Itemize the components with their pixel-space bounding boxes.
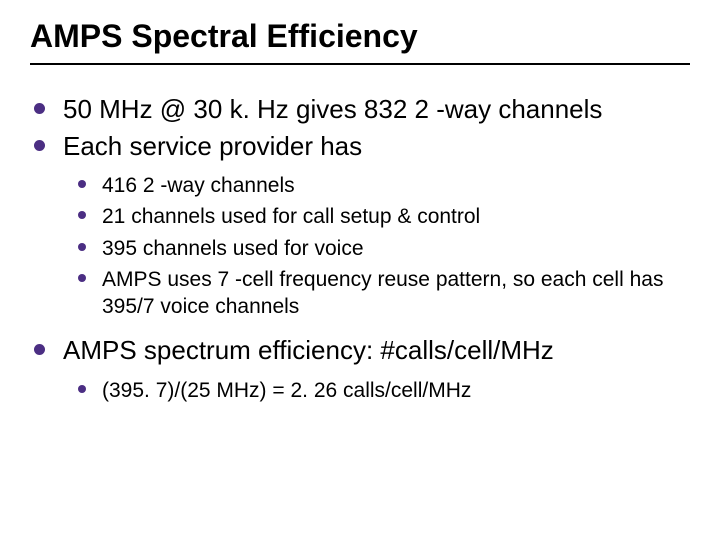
bullet-icon [78,243,86,251]
sublist-wrapper: 416 2 -way channels 21 channels used for … [30,172,690,320]
sublist: 416 2 -way channels 21 channels used for … [30,172,690,320]
title-rule [30,63,690,65]
bullet-icon [78,180,86,188]
sublist: (395. 7)/(25 MHz) = 2. 26 calls/cell/MHz [30,377,690,404]
sublist-wrapper: (395. 7)/(25 MHz) = 2. 26 calls/cell/MHz [30,377,690,404]
list-item-text: AMPS spectrum efficiency: #calls/cell/MH… [63,334,690,367]
list-item-text: 21 channels used for call setup & contro… [102,203,690,230]
list-item: 50 MHz @ 30 k. Hz gives 832 2 -way chann… [30,93,690,126]
slide: AMPS Spectral Efficiency 50 MHz @ 30 k. … [0,0,720,540]
list-item-text: 395 channels used for voice [102,235,690,262]
bullet-icon [34,103,45,114]
list-item: 416 2 -way channels [30,172,690,199]
slide-title: AMPS Spectral Efficiency [30,18,690,55]
bullet-icon [34,140,45,151]
list-item: (395. 7)/(25 MHz) = 2. 26 calls/cell/MHz [30,377,690,404]
list-item-text: (395. 7)/(25 MHz) = 2. 26 calls/cell/MHz [102,377,690,404]
list-item-text: AMPS uses 7 -cell frequency reuse patter… [102,266,690,321]
bullet-icon [78,274,86,282]
bullet-icon [78,211,86,219]
list-item: Each service provider has [30,130,690,163]
list-item-text: 50 MHz @ 30 k. Hz gives 832 2 -way chann… [63,93,690,126]
bullet-icon [34,344,45,355]
list-item: AMPS spectrum efficiency: #calls/cell/MH… [30,334,690,367]
content-list: 50 MHz @ 30 k. Hz gives 832 2 -way chann… [30,93,690,404]
bullet-icon [78,385,86,393]
list-item-text: 416 2 -way channels [102,172,690,199]
list-item: 21 channels used for call setup & contro… [30,203,690,230]
list-item: 395 channels used for voice [30,235,690,262]
list-item-text: Each service provider has [63,130,690,163]
list-item: AMPS uses 7 -cell frequency reuse patter… [30,266,690,321]
